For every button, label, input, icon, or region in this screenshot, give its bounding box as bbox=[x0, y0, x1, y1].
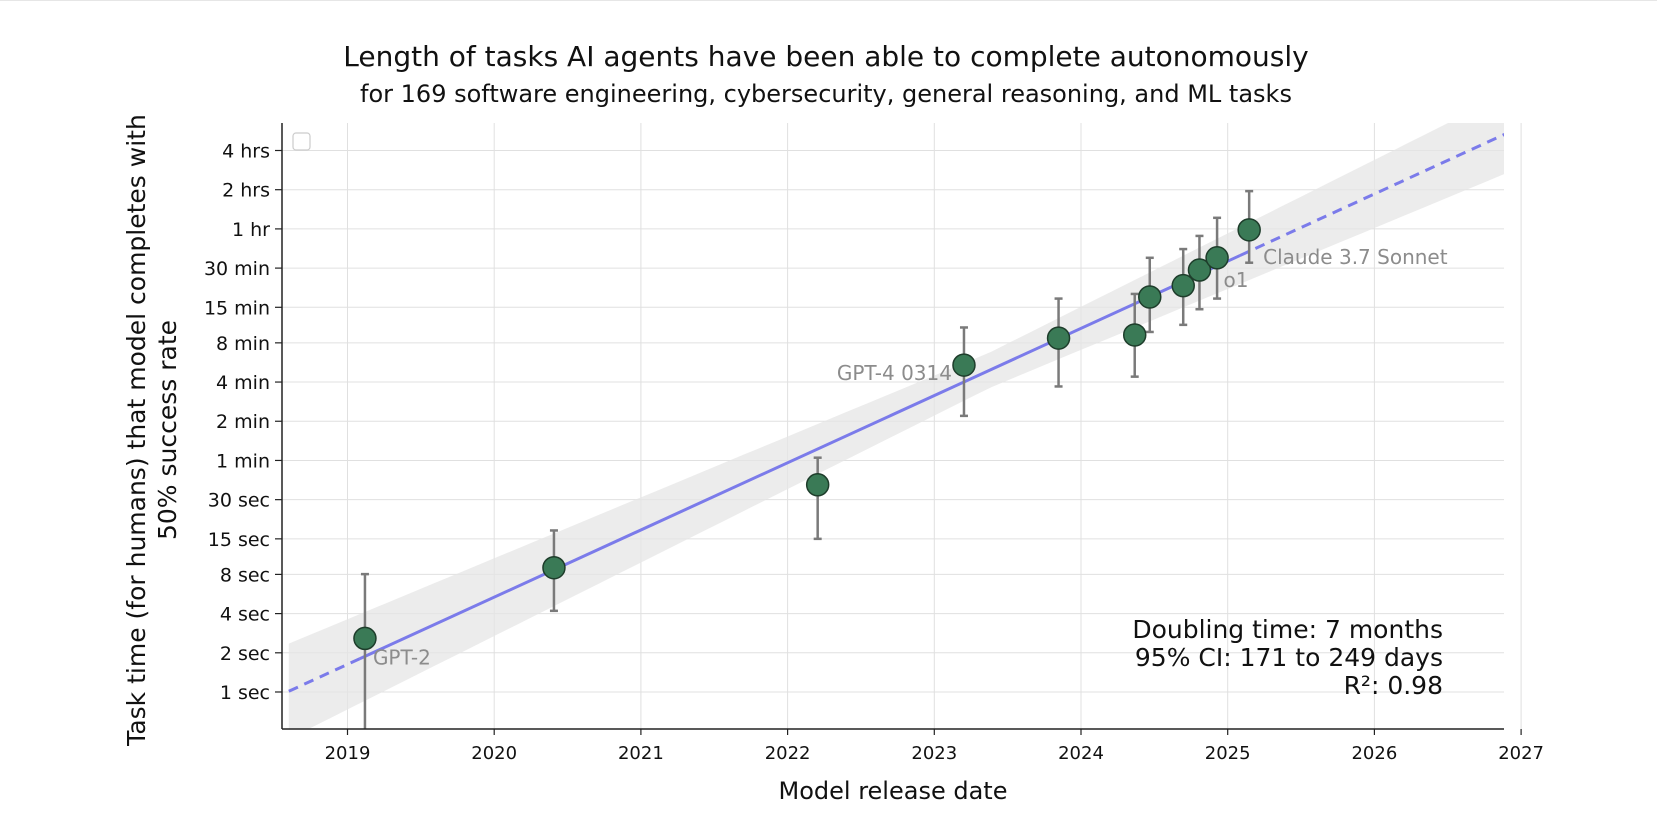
data-points bbox=[353, 218, 1261, 651]
y-tick-label: 8 min bbox=[216, 333, 270, 355]
chart-subtitle: for 169 software engineering, cybersecur… bbox=[360, 80, 1292, 108]
chart-title: Length of tasks AI agents have been able… bbox=[343, 40, 1309, 73]
top-border bbox=[0, 0, 1657, 1]
y-axis-title-line: 50% success rate bbox=[153, 320, 182, 540]
data-point bbox=[805, 473, 830, 497]
data-point bbox=[542, 555, 566, 580]
confidence-band-area bbox=[288, 123, 1504, 729]
y-tick-label: 1 sec bbox=[220, 682, 270, 704]
confidence-band bbox=[288, 123, 1504, 729]
annotation-line: R²: 0.98 bbox=[1344, 671, 1443, 700]
trend-line-group bbox=[288, 132, 1504, 693]
y-tick-label: 2 sec bbox=[220, 643, 270, 665]
x-tick-label: 2019 bbox=[325, 743, 371, 764]
trend-line-fit bbox=[359, 254, 1241, 661]
y-axis-title-line: Task time (for humans) that model comple… bbox=[122, 114, 151, 747]
y-axis-title: Task time (for humans) that model comple… bbox=[122, 114, 182, 747]
point-label: o1 bbox=[1223, 268, 1248, 292]
x-tick-label: 2025 bbox=[1205, 743, 1251, 764]
y-tick-label: 30 min bbox=[204, 258, 270, 280]
y-tick-label: 1 hr bbox=[232, 219, 270, 241]
data-point bbox=[1205, 246, 1229, 270]
data-point bbox=[1187, 258, 1212, 282]
point-label: GPT-2 bbox=[373, 645, 431, 669]
tick-labels: 2019 2020 2021 2022 2023 2024 2025 2026 2027 1 se… bbox=[204, 140, 1544, 764]
x-tick-label: 2022 bbox=[765, 743, 811, 764]
point-labels: GPT-2 GPT-4 0314 o1 Claude 3.7 Sonnet bbox=[373, 245, 1448, 670]
annotation-line: Doubling time: 7 months bbox=[1132, 615, 1443, 644]
y-tick-label: 2 min bbox=[216, 411, 270, 433]
x-tick-label: 2023 bbox=[911, 743, 957, 764]
trend-line-extrapolated-future bbox=[1239, 132, 1504, 257]
grid-layer bbox=[282, 123, 1522, 729]
data-point bbox=[1138, 285, 1162, 309]
point-label: GPT-4 0314 bbox=[837, 361, 952, 385]
x-tick-label: 2027 bbox=[1498, 743, 1544, 764]
y-tick-label: 4 hrs bbox=[222, 140, 270, 162]
axes bbox=[275, 123, 1522, 735]
y-tick-label: 4 min bbox=[216, 372, 270, 394]
data-point bbox=[353, 626, 377, 651]
data-point bbox=[1122, 323, 1147, 347]
x-tick-label: 2021 bbox=[618, 743, 664, 764]
trend-line-extrapolated-past bbox=[288, 657, 361, 693]
y-tick-label: 8 sec bbox=[220, 564, 270, 586]
y-tick-label: 15 sec bbox=[208, 529, 270, 551]
error-bars bbox=[360, 189, 1254, 729]
x-tick-label: 2024 bbox=[1058, 743, 1104, 764]
x-tick-label: 2020 bbox=[471, 743, 517, 764]
data-point bbox=[1237, 218, 1261, 242]
y-tick-label: 2 hrs bbox=[222, 180, 270, 202]
point-label: Claude 3.7 Sonnet bbox=[1263, 245, 1448, 269]
annotation-line: 95% CI: 171 to 249 days bbox=[1135, 643, 1443, 672]
data-point bbox=[1171, 273, 1195, 298]
x-tick-label: 2026 bbox=[1351, 743, 1397, 764]
x-axis-title: Model release date bbox=[779, 777, 1008, 805]
y-tick-label: 1 min bbox=[216, 450, 270, 472]
data-point bbox=[952, 353, 976, 377]
y-tick-label: 4 sec bbox=[220, 604, 270, 626]
y-tick-label: 30 sec bbox=[208, 490, 270, 512]
y-tick-label: 15 min bbox=[204, 297, 270, 319]
data-point bbox=[1046, 326, 1071, 350]
legend-checkbox bbox=[292, 132, 311, 151]
axis-titles: Model release date Task time (for humans)… bbox=[122, 114, 1007, 805]
